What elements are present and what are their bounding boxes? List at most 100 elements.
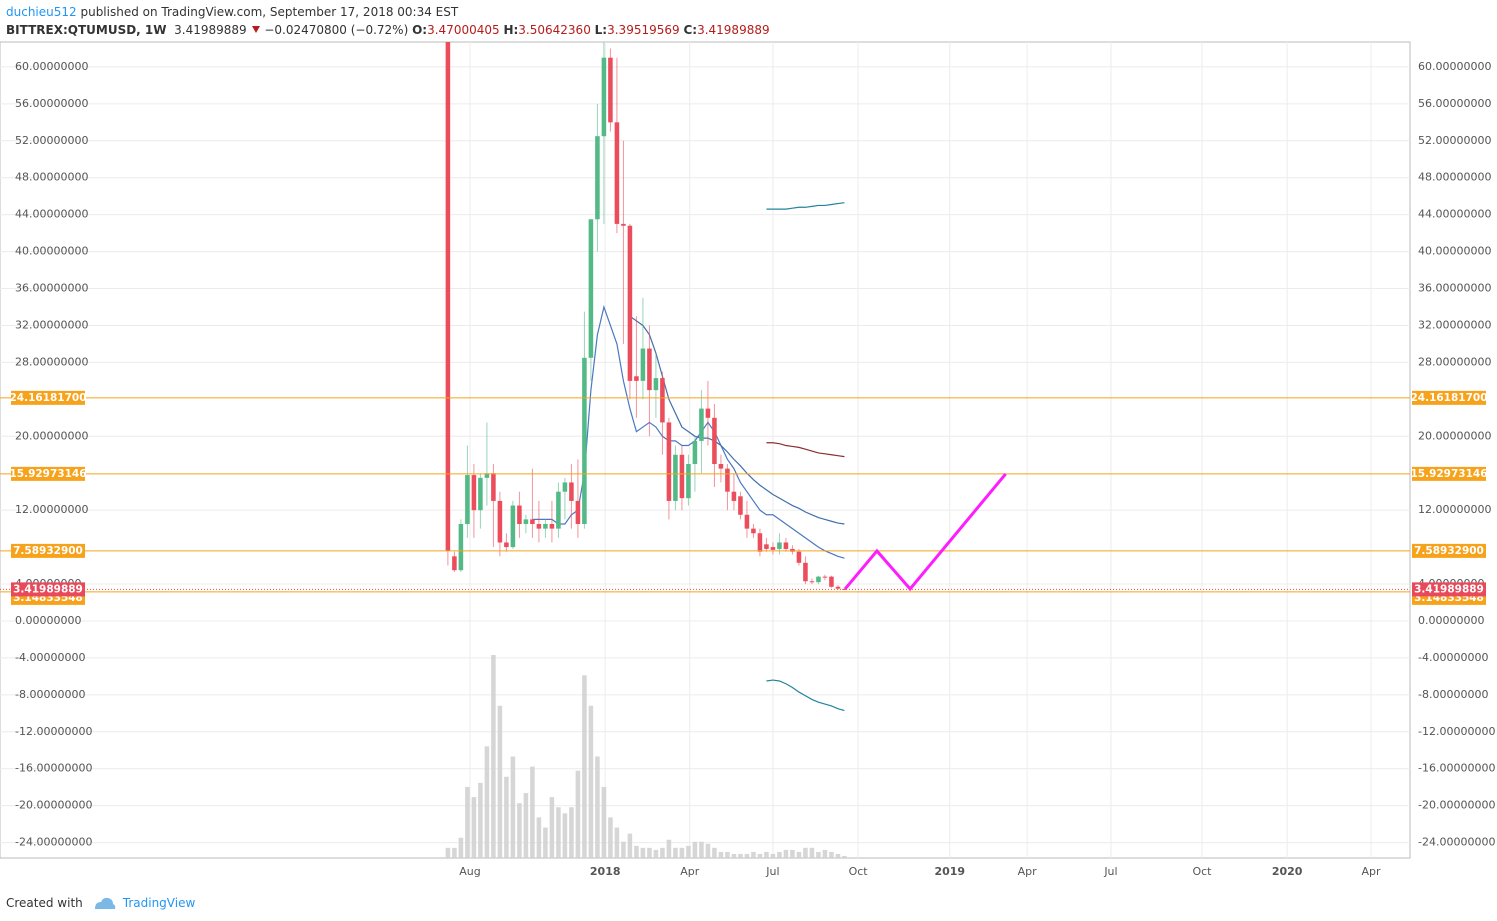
x-tick-label: Aug [459, 865, 480, 878]
candle-body [608, 57, 613, 123]
volume-bar [712, 847, 717, 858]
volume-bar [621, 841, 626, 858]
candle-body [465, 475, 470, 525]
candle-body [569, 482, 574, 501]
y-tick-label: 28.00000000 [15, 355, 88, 368]
y-tick-label: 20.00000000 [1418, 429, 1491, 442]
y-tick-label: 40.00000000 [1418, 245, 1491, 258]
candle-body [640, 348, 646, 381]
y-tick-label: -8.00000000 [1418, 688, 1488, 701]
candle-body [777, 542, 782, 549]
candle-body [699, 408, 704, 441]
y-tick-label: 60.00000000 [15, 60, 88, 73]
candle-body [770, 547, 776, 550]
candle-body [647, 348, 652, 391]
volume-bar [634, 845, 639, 858]
candle-body [452, 556, 457, 571]
x-tick-label: Apr [680, 865, 700, 878]
y-tick-label: -12.00000000 [1418, 725, 1495, 738]
x-tick-label: 2020 [1272, 865, 1303, 878]
y-tick-label: 40.00000000 [15, 245, 88, 258]
candle-body [601, 57, 607, 137]
candle-body [842, 588, 847, 590]
volume-bar [627, 833, 633, 858]
candle-body [829, 576, 834, 587]
candle-body [543, 524, 548, 529]
volume-bar [822, 849, 828, 858]
ohlc: O:3.47000405 H:3.50642360 L:3.39519569 C… [412, 23, 770, 37]
axes: Aug 2018 Apr Jul Oct 2019 Apr Jul Oct 2020 Apr -24.… [9, 60, 1495, 878]
candle-body [621, 223, 626, 226]
y-tick-label: 28.00000000 [1418, 355, 1491, 368]
candle-body [803, 562, 808, 582]
price-label-box [1412, 466, 1486, 481]
price-label-box [1412, 390, 1486, 405]
indicator-line [766, 679, 845, 712]
footer: Created with TradingView [6, 895, 195, 911]
candle-body [718, 463, 724, 469]
y-tick-label: 36.00000000 [1418, 282, 1491, 295]
price-label: 7.58932900 [1414, 545, 1484, 557]
y-tick-label: 48.00000000 [15, 171, 88, 184]
volume-bar [549, 797, 555, 858]
candle-body [673, 454, 678, 501]
candle-body [627, 225, 633, 381]
y-tick-label: 52.00000000 [1418, 134, 1491, 147]
volume-bar [809, 847, 815, 858]
volume-bar [458, 837, 464, 858]
brand[interactable]: TradingView [122, 896, 196, 910]
volume-bar [666, 839, 672, 858]
candle-body [822, 576, 828, 578]
volume-bar [835, 853, 841, 858]
volume-bar [829, 851, 834, 858]
y-tick-label: -20.00000000 [15, 799, 92, 812]
y-tick-label: 48.00000000 [1418, 171, 1491, 184]
volume-bar [445, 847, 451, 858]
x-tick-label: Jul [1103, 865, 1117, 878]
candle-body [705, 408, 711, 418]
plot-area [0, 41, 1411, 859]
candle-body [562, 482, 568, 492]
candle-body [536, 524, 542, 529]
candle-body [751, 528, 756, 534]
volume-bar [556, 807, 561, 858]
volume-bar [543, 827, 548, 858]
y-tick-label: 44.00000000 [1418, 208, 1491, 221]
price-label: 24.16181700 [9, 392, 86, 404]
volume-bar [692, 841, 698, 858]
volume-bar [647, 847, 652, 858]
volume-bar [660, 847, 665, 858]
author[interactable]: duchieu512 [6, 5, 77, 19]
y-tick-label: 52.00000000 [15, 134, 88, 147]
volume-bar [484, 746, 490, 858]
ohlc-value: 3.39519569 [607, 23, 680, 37]
price-label-box [11, 466, 85, 481]
candle-body [666, 422, 672, 501]
volume-bar [497, 705, 503, 858]
y-tick-label: 60.00000000 [1418, 60, 1491, 73]
candle-body [445, 42, 451, 551]
y-tick-label: 12.00000000 [1418, 503, 1491, 516]
y-tick-label: -4.00000000 [15, 651, 85, 664]
volume-bar [796, 851, 802, 858]
price-label: 24.16181700 [1410, 392, 1487, 404]
candle-body [556, 491, 561, 529]
ohlc-key: C: [683, 23, 698, 37]
ohlc-key: O: [412, 23, 428, 37]
ohlc-value: 3.47000405 [427, 23, 500, 37]
candle-body [614, 122, 620, 224]
header-line: BITTREX:QTUMUSD, 1W 3.41989889 −0.024708… [6, 21, 770, 39]
y-tick-label: -24.00000000 [1418, 836, 1495, 849]
plot [0, 42, 1410, 858]
y-tick-label: -4.00000000 [1418, 651, 1488, 664]
x-tick-label: Apr [1018, 865, 1038, 878]
candle-body [686, 463, 691, 499]
price-label: 15.92973146 [9, 468, 86, 480]
header-line: duchieu512 published on TradingView.com,… [6, 3, 770, 21]
symbol: BITTREX:QTUMUSD, 1W [6, 23, 167, 37]
volume-bar [588, 705, 594, 858]
volume-bar [653, 849, 659, 858]
y-tick-label: 12.00000000 [15, 503, 88, 516]
candle-body [510, 505, 516, 548]
indicator-line [766, 202, 845, 210]
